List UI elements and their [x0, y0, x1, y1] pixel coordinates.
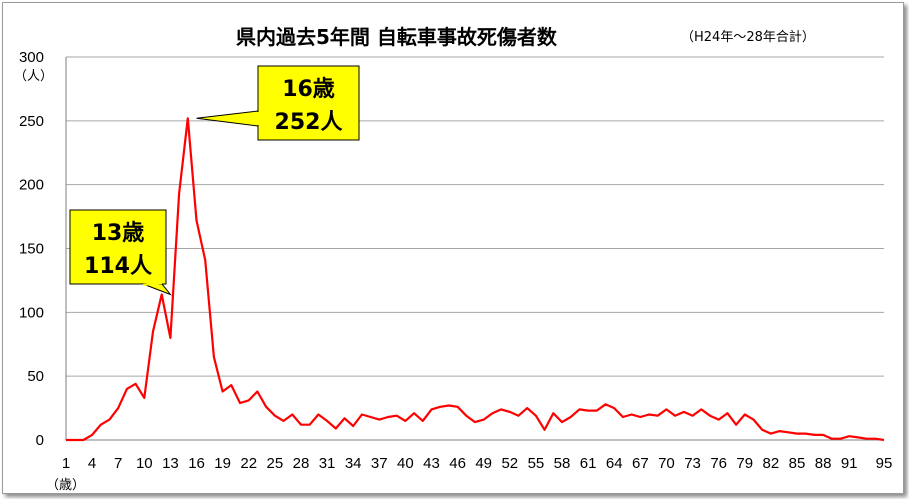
x-tick-label: 88: [815, 455, 832, 472]
x-tick-label: 55: [528, 455, 545, 472]
x-tick-label: 40: [397, 455, 414, 472]
callout-seam: [142, 282, 163, 286]
chart-subtitle: （H24年～28年合計）: [681, 30, 815, 45]
x-tick-label: 37: [371, 455, 388, 472]
callout-16: 16歳 252人: [196, 65, 360, 141]
x-tick-label: 79: [736, 455, 753, 472]
series-line-0: [66, 117, 885, 442]
y-tick-label: 0: [36, 432, 44, 449]
x-tick-label: 4: [88, 455, 96, 472]
x-tick-label: 31: [319, 455, 336, 472]
y-tick-label: 250: [19, 113, 44, 130]
y-tick-labels: 0 50 100 150 200 250 300: [19, 49, 44, 449]
y-tick-label: 150: [19, 241, 44, 258]
chart-title: 県内過去5年間 自転車事故死傷者数: [236, 25, 557, 49]
y-tick-label: 100: [19, 304, 44, 321]
x-tick-label: 13: [162, 455, 179, 472]
x-tick-label: 58: [554, 455, 571, 472]
x-tick-label: 46: [449, 455, 466, 472]
y-axis-unit-label: （人）: [14, 69, 53, 84]
x-tick-label: 49: [475, 455, 492, 472]
y-tick-label: 50: [27, 368, 44, 385]
x-tick-label: 85: [789, 455, 806, 472]
x-tick-label: 61: [580, 455, 597, 472]
y-tick-label: 200: [19, 177, 44, 194]
callouts: 16歳 252人 13歳 114人: [69, 65, 360, 296]
callout-count-label: 252人: [275, 110, 343, 135]
callout-age-label: 16歳: [282, 77, 335, 102]
y-tick-label: 300: [19, 49, 44, 66]
axes: [65, 57, 884, 441]
x-tick-label: 22: [240, 455, 257, 472]
callout-pointer: [196, 110, 259, 127]
callout-box: [257, 65, 360, 141]
x-tick-label: 64: [606, 455, 623, 472]
x-tick-label: 73: [684, 455, 701, 472]
x-axis-unit-label: （歳）: [46, 478, 85, 493]
x-tick-label: 19: [214, 455, 231, 472]
x-tick-label: 82: [763, 455, 780, 472]
x-tick-label: 7: [114, 455, 122, 472]
callout-age-label: 13歳: [92, 221, 145, 246]
series-layer: [66, 117, 885, 442]
x-tick-label: 1: [62, 455, 70, 472]
x-tick-label: 67: [632, 455, 649, 472]
x-tick-label: 43: [423, 455, 440, 472]
x-tick-label: 25: [267, 455, 284, 472]
callout-count-label: 114人: [84, 254, 152, 279]
callout-box: [69, 209, 167, 285]
x-tick-label: 16: [188, 455, 205, 472]
x-tick-label: 10: [136, 455, 153, 472]
x-tick-label: 52: [501, 455, 518, 472]
x-tick-label: 95: [876, 455, 893, 472]
grid-lines: [66, 56, 884, 377]
callout-13: 13歳 114人: [69, 209, 172, 296]
x-tick-label: 76: [710, 455, 727, 472]
x-tick-label: 70: [658, 455, 675, 472]
x-tick-label: 91: [841, 455, 858, 472]
x-tick-labels: 1 4 7 10 13 16 19 22 25 28 31 34 37 40 43 46 49 52 55 58 61 6…: [62, 455, 893, 472]
x-tick-label: 28: [293, 455, 310, 472]
x-tick-label: 34: [345, 455, 362, 472]
